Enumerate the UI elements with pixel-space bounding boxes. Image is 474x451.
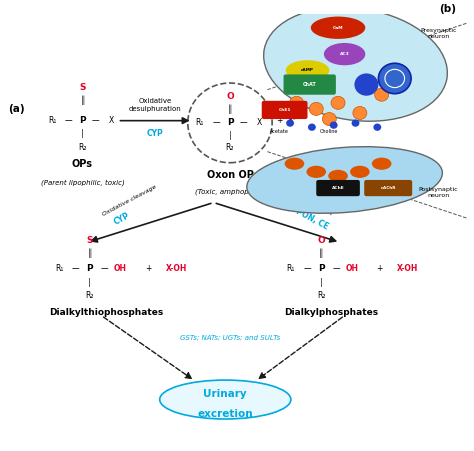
Circle shape bbox=[330, 121, 337, 129]
FancyBboxPatch shape bbox=[262, 101, 308, 119]
Text: ChE1: ChE1 bbox=[278, 108, 291, 112]
Text: —: — bbox=[213, 118, 221, 127]
Text: Acetate: Acetate bbox=[270, 129, 289, 134]
Text: X-OH: X-OH bbox=[397, 264, 419, 273]
Text: X-OH: X-OH bbox=[165, 264, 187, 273]
Circle shape bbox=[331, 97, 345, 109]
FancyBboxPatch shape bbox=[316, 180, 360, 196]
FancyBboxPatch shape bbox=[364, 180, 412, 196]
FancyBboxPatch shape bbox=[283, 74, 336, 95]
Text: Dialkylphosphates: Dialkylphosphates bbox=[283, 308, 378, 318]
Text: CaM: CaM bbox=[333, 26, 343, 30]
Text: CYP: CYP bbox=[113, 211, 132, 227]
Text: ║: ║ bbox=[228, 105, 232, 115]
Text: +: + bbox=[377, 264, 383, 273]
Text: ║: ║ bbox=[319, 249, 324, 258]
Text: R₁: R₁ bbox=[55, 264, 63, 273]
Text: —: — bbox=[303, 264, 311, 273]
Circle shape bbox=[378, 63, 411, 94]
Ellipse shape bbox=[372, 157, 392, 170]
Text: Oxidative
desulphuration: Oxidative desulphuration bbox=[128, 98, 182, 112]
Text: ChAT: ChAT bbox=[303, 82, 317, 87]
Text: PON, CE: PON, CE bbox=[294, 207, 329, 231]
Text: |: | bbox=[228, 131, 231, 140]
Text: O: O bbox=[318, 236, 325, 245]
Text: P: P bbox=[86, 264, 93, 273]
Ellipse shape bbox=[328, 170, 348, 182]
Text: |: | bbox=[81, 129, 84, 138]
Text: (Parent lipophilic, toxic): (Parent lipophilic, toxic) bbox=[41, 180, 124, 186]
Text: Dialkylthiophosphates: Dialkylthiophosphates bbox=[49, 308, 163, 318]
Text: ║: ║ bbox=[87, 249, 92, 258]
Text: nAChR: nAChR bbox=[381, 186, 396, 190]
Text: P: P bbox=[318, 264, 325, 273]
Text: OH: OH bbox=[113, 264, 127, 273]
Ellipse shape bbox=[264, 7, 447, 121]
Circle shape bbox=[286, 120, 294, 127]
Ellipse shape bbox=[324, 43, 365, 65]
Text: ║: ║ bbox=[80, 96, 85, 106]
Text: P: P bbox=[227, 118, 233, 127]
Text: X: X bbox=[256, 118, 262, 127]
Text: Oxidative cleavage: Oxidative cleavage bbox=[101, 184, 157, 217]
Text: CYP: CYP bbox=[146, 129, 164, 138]
Text: Hydrolysis reaction: Hydrolysis reaction bbox=[277, 184, 333, 217]
Text: R₂: R₂ bbox=[78, 143, 87, 152]
Circle shape bbox=[308, 124, 316, 131]
Text: —: — bbox=[332, 264, 340, 273]
Text: GSTs; NATs; UGTs; and SULTs: GSTs; NATs; UGTs; and SULTs bbox=[180, 335, 280, 341]
Text: S: S bbox=[86, 236, 93, 245]
Ellipse shape bbox=[286, 60, 329, 81]
Text: R₂: R₂ bbox=[85, 291, 94, 300]
Circle shape bbox=[309, 102, 323, 115]
Text: S: S bbox=[79, 83, 86, 92]
Text: R₂: R₂ bbox=[317, 291, 326, 300]
Circle shape bbox=[374, 124, 381, 131]
Text: —: — bbox=[239, 118, 247, 127]
Text: P: P bbox=[79, 116, 86, 125]
Text: O: O bbox=[226, 92, 234, 101]
Text: R₁: R₁ bbox=[195, 118, 204, 127]
Ellipse shape bbox=[350, 166, 370, 178]
Text: R₁: R₁ bbox=[287, 264, 295, 273]
Circle shape bbox=[374, 88, 389, 101]
Text: R₂: R₂ bbox=[226, 143, 234, 152]
Ellipse shape bbox=[306, 166, 326, 178]
Circle shape bbox=[290, 97, 304, 109]
Text: AC3: AC3 bbox=[340, 52, 349, 56]
Ellipse shape bbox=[311, 17, 365, 39]
Ellipse shape bbox=[284, 157, 304, 170]
Text: |: | bbox=[88, 278, 91, 287]
Ellipse shape bbox=[160, 380, 291, 419]
Text: Urinary: Urinary bbox=[203, 389, 247, 399]
Text: excretion: excretion bbox=[198, 409, 253, 419]
Text: AChE: AChE bbox=[332, 186, 345, 190]
Text: —: — bbox=[72, 264, 79, 273]
Text: +: + bbox=[145, 264, 151, 273]
Text: (a): (a) bbox=[9, 104, 25, 114]
Text: —: — bbox=[91, 116, 100, 125]
Text: —: — bbox=[100, 264, 108, 273]
Text: R₁: R₁ bbox=[48, 116, 56, 125]
Circle shape bbox=[353, 106, 367, 120]
Circle shape bbox=[355, 74, 378, 96]
Text: cAMP: cAMP bbox=[301, 69, 314, 72]
Text: |: | bbox=[320, 278, 323, 287]
Text: (Toxic, amphophilic): (Toxic, amphophilic) bbox=[194, 189, 265, 195]
Ellipse shape bbox=[247, 147, 442, 213]
Text: Postsynaptic
neuron: Postsynaptic neuron bbox=[419, 187, 458, 198]
Text: —: — bbox=[64, 116, 72, 125]
Text: OPs: OPs bbox=[72, 159, 93, 169]
Text: X: X bbox=[109, 116, 114, 125]
Circle shape bbox=[352, 120, 359, 127]
Text: OH: OH bbox=[345, 264, 358, 273]
Circle shape bbox=[322, 113, 337, 125]
Text: Oxon OP: Oxon OP bbox=[207, 170, 254, 180]
Text: Presynaptic
neuron: Presynaptic neuron bbox=[420, 28, 456, 39]
Text: +  S·: + S· bbox=[277, 116, 295, 125]
Text: Choline: Choline bbox=[320, 129, 338, 134]
Text: (b): (b) bbox=[439, 4, 456, 14]
